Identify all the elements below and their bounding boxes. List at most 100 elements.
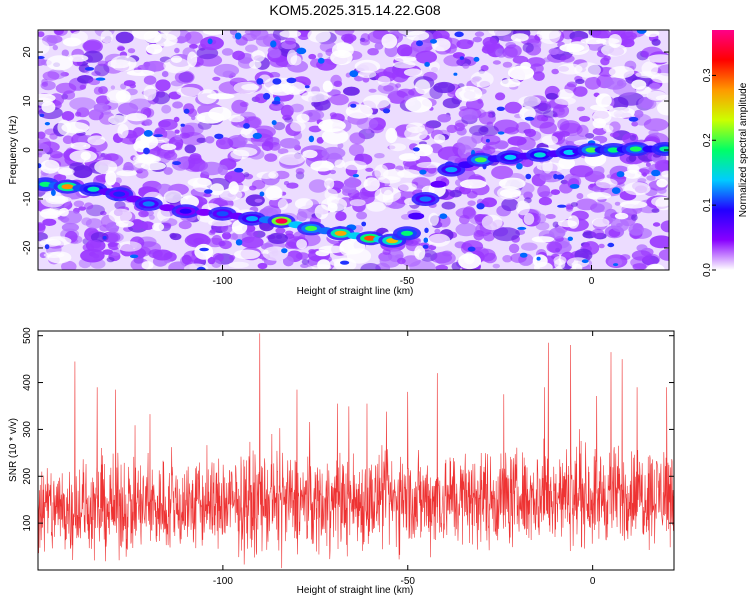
noise-gap — [428, 233, 451, 247]
noise-gap — [607, 106, 635, 119]
noise-gap — [603, 125, 614, 133]
noise-gap — [322, 80, 333, 93]
ridge-core — [87, 186, 100, 192]
noise-blob — [614, 201, 621, 206]
noise-blob — [660, 220, 669, 233]
noise-hot-spot — [271, 100, 281, 105]
noise-blob — [232, 50, 246, 61]
noise-blob — [348, 143, 365, 157]
noise-gap — [385, 127, 398, 144]
noise-blob — [42, 218, 57, 226]
noise-blob — [172, 101, 184, 109]
noise-blob — [462, 108, 478, 122]
noise-blob — [474, 31, 485, 37]
noise-hot-spot — [611, 187, 621, 195]
noise-blob — [651, 38, 661, 46]
noise-gap — [296, 113, 310, 123]
noise-gap — [321, 128, 349, 145]
noise-hot-spot — [459, 56, 465, 60]
colorbar-gradient — [712, 30, 734, 270]
noise-blob — [200, 36, 224, 51]
noise-blob — [75, 111, 82, 117]
noise-blob — [501, 198, 519, 212]
noise-blob — [536, 114, 547, 122]
noise-blob — [97, 60, 108, 67]
noise-gap — [343, 160, 367, 171]
noise-blob — [507, 136, 527, 146]
noise-blob — [590, 201, 613, 213]
noise-blob — [502, 46, 518, 59]
noise-blob — [174, 134, 182, 141]
noise-gap — [601, 43, 627, 57]
noise-blob — [434, 251, 456, 266]
ridge-core — [364, 235, 377, 241]
snr-x-ticks: -100 -50 0 — [213, 331, 596, 587]
noise-blob — [279, 138, 300, 149]
noise-hot-spot — [651, 169, 661, 177]
noise-blob — [443, 54, 465, 67]
noise-blob — [83, 39, 103, 54]
noise-blob — [535, 221, 550, 231]
noise-blob — [538, 197, 553, 206]
noise-blob — [151, 91, 170, 105]
noise-blob — [546, 241, 563, 253]
noise-blob — [539, 121, 557, 135]
noise-blob — [657, 187, 667, 194]
x-tick-label: -50 — [401, 576, 416, 587]
noise-blob — [41, 81, 49, 87]
noise-hot-spot — [286, 77, 297, 84]
noise-blob — [374, 153, 385, 159]
noise-blob — [181, 124, 195, 138]
ridge-core — [61, 184, 74, 190]
noise-hot-spot — [581, 259, 589, 264]
noise-blob — [55, 82, 77, 94]
noise-blob — [117, 46, 125, 51]
noise-blob — [415, 184, 424, 190]
noise-blob — [652, 222, 661, 227]
noise-hot-spot — [416, 40, 423, 47]
noise-gap — [126, 69, 155, 76]
noise-gap — [46, 55, 73, 71]
noise-blob — [457, 144, 473, 159]
noise-blob — [658, 248, 669, 261]
ridge-core — [142, 201, 155, 207]
noise-gap — [655, 94, 669, 102]
noise-gap — [516, 200, 530, 216]
noise-blob — [566, 207, 573, 212]
noise-gap — [287, 49, 298, 66]
ridge-core — [401, 230, 413, 236]
noise-hot-spot — [296, 47, 307, 55]
noise-hot-spot — [430, 39, 437, 44]
noise-gap — [176, 87, 201, 97]
noise-blob — [491, 165, 514, 180]
noise-gap — [377, 75, 391, 86]
noise-blob — [321, 146, 346, 160]
noise-gap — [228, 114, 245, 123]
noise-blob — [211, 234, 222, 246]
noise-blob — [335, 211, 347, 222]
noise-hot-spot — [349, 70, 359, 78]
noise-hot-spot — [153, 134, 163, 138]
noise-gap — [241, 83, 260, 91]
noise-blob — [609, 132, 620, 138]
noise-blob — [578, 115, 591, 122]
noise-hot-spot — [340, 260, 350, 265]
noise-hot-spot — [143, 147, 150, 155]
noise-hot-spot — [569, 184, 580, 189]
noise-blob — [492, 263, 500, 269]
noise-blob — [170, 80, 184, 87]
noise-blob — [630, 256, 653, 269]
noise-blob — [397, 44, 413, 57]
noise-gap — [377, 176, 401, 184]
noise-blob — [38, 232, 48, 242]
noise-gap — [141, 161, 166, 171]
noise-hot-spot — [304, 85, 310, 89]
noise-blob — [654, 159, 669, 172]
noise-blob — [129, 83, 136, 89]
noise-gap — [277, 198, 288, 210]
noise-gap — [406, 122, 426, 134]
noise-blob — [415, 50, 438, 64]
noise-hot-spot — [636, 30, 647, 34]
noise-gap — [590, 104, 614, 111]
noise-gap — [349, 199, 366, 207]
